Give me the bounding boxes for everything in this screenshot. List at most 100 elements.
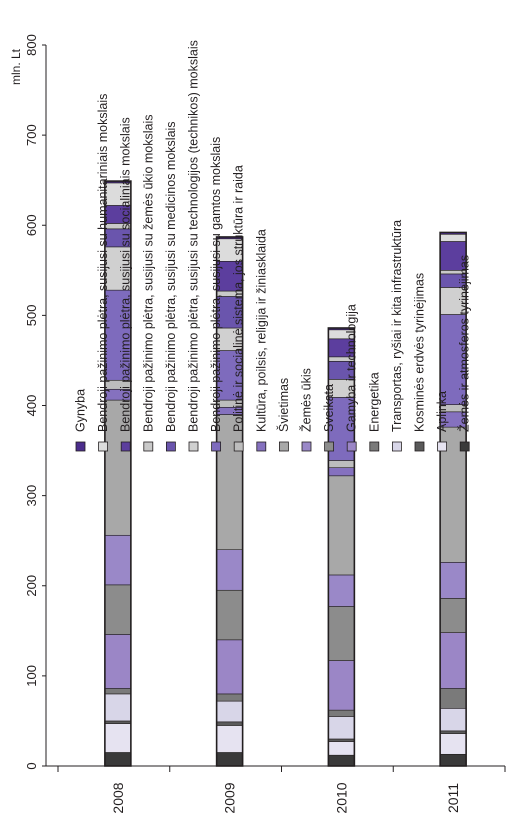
bar-segment — [439, 562, 467, 599]
bar-segment — [439, 314, 467, 405]
bar-segment — [328, 467, 355, 477]
value-tick-label: 600 — [24, 214, 39, 236]
bar-segment — [439, 598, 467, 633]
legend-label: Gamyba ir technologija — [345, 304, 359, 432]
bar-segment — [328, 754, 355, 767]
legend-label: Bendroji pažinimo plėtra, susijusi su že… — [141, 115, 155, 433]
bar-segment — [328, 716, 355, 740]
legend-label: Bendroji pažinimo plėtra, susijusi su hu… — [96, 94, 110, 432]
bar-segment — [104, 534, 132, 586]
category-label: 2011 — [445, 783, 461, 813]
legend-swatch — [346, 441, 357, 452]
bar-segment — [439, 632, 467, 689]
legend-label: Švietimas — [276, 378, 291, 432]
bar-segment — [328, 660, 355, 711]
legend-item: Bendroji pažinimo plėtra, susijusi su že… — [141, 115, 155, 452]
bar-segment — [216, 414, 243, 551]
bar-segment — [439, 733, 467, 755]
legend-label: Bendroji pažinimo plėtra, susijusi su so… — [119, 117, 133, 432]
legend-label: Energetika — [367, 372, 381, 432]
legend-item: Gamyba ir technologija — [345, 304, 359, 452]
bar-segment — [216, 721, 243, 726]
bar-segment — [216, 549, 243, 591]
legend-swatch — [437, 441, 448, 452]
legend-item: Aplinka — [435, 391, 449, 452]
legend-item: Sveikata — [322, 384, 336, 452]
bar-segment — [328, 574, 355, 607]
bar-segment — [216, 589, 243, 641]
legend-item: Švietimas — [276, 378, 291, 452]
bar-segment — [104, 584, 132, 635]
bar-segment — [104, 693, 132, 722]
bar-segment — [216, 296, 243, 329]
legend-item: Bendroji pažinimo plėtra, susijusi su hu… — [96, 94, 110, 452]
value-tick-label: 800 — [24, 34, 39, 56]
legend-item: Bendroji pažinimo plėtra, susijusi su ga… — [209, 137, 223, 452]
legend-item: Žemės ūkis — [299, 368, 314, 452]
bar-segment — [104, 246, 132, 291]
legend-label: Bendroji pažinimo plėtra, susijusi su me… — [164, 121, 178, 432]
legend-swatch — [256, 441, 267, 452]
legend-item: Žemės ir atmosferos tyrinėjimas — [457, 255, 472, 452]
legend-swatch — [120, 441, 131, 452]
legend-swatch — [324, 441, 335, 452]
legend: Gynyba Bendroji pažinimo plėtra, susijusi… — [74, 40, 472, 452]
bar-segment — [328, 741, 355, 756]
legend-item: Kosminės erdvės tyrinėjimas — [413, 273, 427, 452]
bar-segment — [216, 725, 243, 753]
bar-segment — [216, 639, 243, 695]
legend-swatch — [143, 441, 154, 452]
legend-swatch — [391, 441, 402, 452]
category-label: 2010 — [333, 782, 349, 813]
legend-label: Politinė ir socialinė sistema, jos struk… — [232, 165, 246, 432]
bar-segment — [439, 730, 467, 734]
bar-segment — [104, 688, 132, 695]
legend-label: Aplinka — [435, 391, 449, 432]
bar-segment — [328, 606, 355, 661]
legend-item: Gynyba — [74, 389, 88, 452]
legend-label: Kultūra, poilsis, religija ir žiniasklai… — [254, 229, 268, 432]
legend-item: Transportas, ryšiai ir kita infrastruktū… — [390, 220, 404, 452]
legend-label: Transportas, ryšiai ir kita infrastruktū… — [390, 220, 404, 432]
value-tick-label: 200 — [24, 575, 39, 597]
legend-label: Žemės ir atmosferos tyrinėjimas — [457, 255, 472, 432]
value-tick-label: 300 — [24, 485, 39, 507]
legend-swatch — [75, 441, 86, 452]
legend-label: Kosminės erdvės tyrinėjimas — [413, 273, 427, 432]
bar-segment — [216, 752, 243, 767]
legend-swatch — [459, 441, 470, 452]
bars — [104, 180, 467, 767]
category-label: 2009 — [222, 782, 238, 813]
legend-swatch — [278, 441, 289, 452]
legend-swatch — [369, 441, 380, 452]
legend-label: Sveikata — [322, 384, 336, 432]
bar-segment — [328, 738, 355, 742]
legend-swatch — [98, 441, 108, 452]
legend-label: Bendroji pažinimo plėtra, susijusi su te… — [187, 40, 201, 432]
bar-segment — [328, 709, 355, 717]
legend-swatch — [188, 441, 199, 452]
bar-segment — [216, 693, 243, 702]
bar-segment — [104, 634, 132, 689]
legend-item: Kultūra, poilsis, religija ir žiniasklai… — [254, 229, 268, 452]
value-axis-label: mln. Lt — [9, 48, 23, 85]
legend-item: Bendroji pažinimo plėtra, susijusi su me… — [164, 121, 178, 452]
value-tick-label: 400 — [24, 395, 39, 417]
bar-segment — [328, 460, 355, 468]
legend-swatch — [414, 441, 425, 452]
legend-item: Energetika — [367, 372, 381, 452]
bar-segment — [104, 723, 132, 753]
bar-segment — [104, 720, 132, 724]
legend-item: Politinė ir socialinė sistema, jos struk… — [232, 165, 246, 452]
legend-swatch — [165, 441, 176, 452]
legend-swatch — [301, 441, 312, 452]
bar-segment — [439, 753, 467, 767]
legend-label: Bendroji pažinimo plėtra, susijusi su ga… — [209, 137, 223, 432]
bar-segment — [439, 233, 467, 242]
value-tick-label: 100 — [24, 665, 39, 687]
legend-label: Žemės ūkis — [299, 368, 314, 432]
bar-segment — [104, 289, 132, 381]
bar-segment — [216, 700, 243, 723]
